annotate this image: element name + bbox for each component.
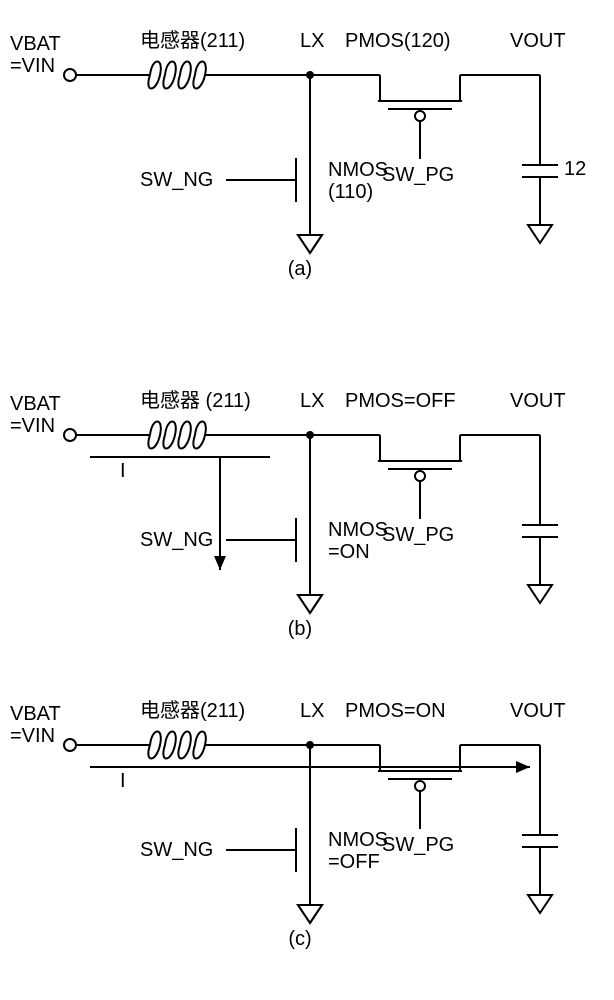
svg-text:PMOS=ON: PMOS=ON [345,700,446,722]
svg-text:(c): (c) [288,928,311,950]
svg-text:(a): (a) [288,258,312,280]
svg-text:PMOS(120): PMOS(120) [345,30,451,52]
svg-text:VBAT: VBAT [10,703,61,725]
svg-text:SW_PG: SW_PG [382,834,454,856]
svg-text:SW_PG: SW_PG [382,524,454,546]
inductor-label: 电感器(211) [140,699,245,722]
svg-text:SW_PG: SW_PG [382,164,454,186]
svg-text:LX: LX [300,390,324,412]
svg-text:12: 12 [564,158,586,180]
svg-text:NMOS: NMOS [328,159,388,181]
inductor-label: 电感器 (211) [140,389,251,412]
svg-text:PMOS=OFF: PMOS=OFF [345,390,456,412]
circuit-diagram: VBAT=VIN电感器(211)LXSW_PGPMOS(120)VOUT12SW… [0,0,614,1000]
svg-text:=VIN: =VIN [10,55,55,77]
svg-text:NMOS: NMOS [328,829,388,851]
circuit-c: VBAT=VIN 电感器(211) LX SW_PG PMOS=ON VOUT SW_NG N… [10,699,566,950]
svg-text:SW_NG: SW_NG [140,529,213,551]
svg-text:(b): (b) [288,618,312,640]
circuit-a: VBAT=VIN 电感器(211) LX SW_PG PMOS(120) VOUT 12 SW… [10,29,586,280]
svg-text:VOUT: VOUT [510,30,566,52]
svg-text:LX: LX [300,700,324,722]
svg-text:SW_NG: SW_NG [140,169,213,191]
svg-text:=VIN: =VIN [10,415,55,437]
circuit-b: VBAT=VIN 电感器 (211) LX SW_PG PMOS=OFF VOUT SW_N… [10,389,566,640]
svg-text:VBAT: VBAT [10,33,61,55]
svg-text:SW_NG: SW_NG [140,839,213,861]
inductor-label: 电感器(211) [140,29,245,52]
svg-text:LX: LX [300,30,324,52]
svg-text:VBAT: VBAT [10,393,61,415]
svg-text:NMOS: NMOS [328,519,388,541]
svg-text:=VIN: =VIN [10,725,55,747]
svg-text:I: I [120,460,126,482]
svg-text:VOUT: VOUT [510,700,566,722]
svg-text:VOUT: VOUT [510,390,566,412]
svg-text:=OFF: =OFF [328,851,380,873]
svg-text:I: I [120,770,126,792]
svg-text:=ON: =ON [328,541,370,563]
svg-text:(110): (110) [328,181,373,203]
